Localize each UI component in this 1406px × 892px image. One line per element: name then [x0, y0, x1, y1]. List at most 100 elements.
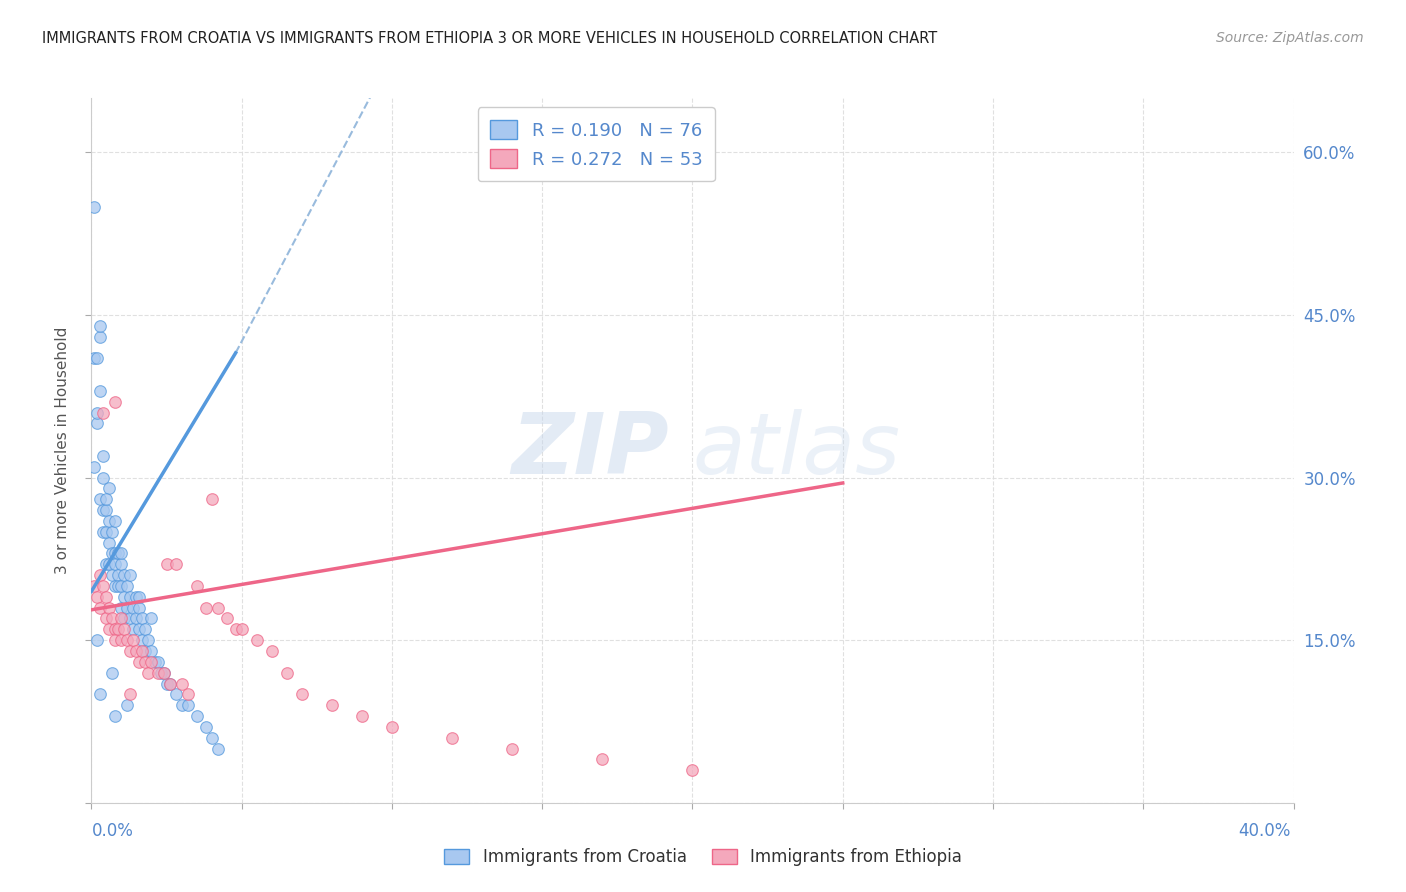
Point: [93, 579, 115, 593]
Point: [225, 623, 247, 637]
Point: [155, 676, 177, 690]
Point: [104, 709, 127, 723]
Point: [381, 720, 404, 734]
Point: [159, 676, 181, 690]
Point: [86, 590, 108, 604]
Point: [107, 568, 129, 582]
Point: [89, 329, 111, 343]
Point: [104, 558, 127, 572]
Point: [120, 611, 142, 625]
Point: [138, 665, 160, 680]
Point: [86, 417, 108, 431]
Point: [86, 633, 108, 648]
Point: [83, 200, 105, 214]
Point: [98, 623, 121, 637]
Point: [350, 709, 373, 723]
Point: [93, 405, 115, 419]
Point: [114, 568, 136, 582]
Point: [159, 676, 181, 690]
Point: [104, 623, 127, 637]
Point: [104, 546, 127, 560]
Point: [89, 318, 111, 333]
Point: [83, 579, 105, 593]
Point: [141, 655, 163, 669]
Point: [231, 623, 253, 637]
Point: [152, 665, 174, 680]
Point: [101, 524, 124, 539]
Point: [440, 731, 463, 745]
Point: [114, 590, 136, 604]
Point: [141, 644, 163, 658]
Legend: Immigrants from Croatia, Immigrants from Ethiopia: Immigrants from Croatia, Immigrants from…: [437, 842, 969, 873]
Point: [176, 698, 198, 713]
Point: [110, 558, 132, 572]
Point: [89, 492, 111, 507]
Y-axis label: 3 or more Vehicles in Household: 3 or more Vehicles in Household: [55, 326, 70, 574]
Point: [201, 492, 224, 507]
Point: [117, 600, 139, 615]
Point: [104, 633, 127, 648]
Point: [110, 579, 132, 593]
Point: [101, 546, 124, 560]
Point: [96, 611, 118, 625]
Point: [186, 709, 208, 723]
Point: [131, 633, 153, 648]
Point: [131, 611, 153, 625]
Point: [152, 665, 174, 680]
Point: [86, 351, 108, 366]
Point: [246, 633, 269, 648]
Point: [96, 590, 118, 604]
Point: [89, 687, 111, 701]
Point: [176, 687, 198, 701]
Point: [170, 676, 193, 690]
Text: 0.0%: 0.0%: [91, 822, 134, 840]
Point: [149, 665, 172, 680]
Point: [98, 600, 121, 615]
Point: [125, 644, 148, 658]
Point: [128, 655, 150, 669]
Point: [291, 687, 314, 701]
Point: [125, 611, 148, 625]
Point: [122, 623, 145, 637]
Point: [104, 514, 127, 528]
Point: [128, 590, 150, 604]
Point: [98, 558, 121, 572]
Point: [98, 514, 121, 528]
Point: [165, 558, 187, 572]
Point: [165, 687, 187, 701]
Point: [117, 579, 139, 593]
Point: [89, 568, 111, 582]
Point: [215, 611, 238, 625]
Point: [141, 611, 163, 625]
Point: [276, 665, 298, 680]
Point: [96, 503, 118, 517]
Point: [96, 524, 118, 539]
Point: [122, 600, 145, 615]
Legend: R = 0.190   N = 76, R = 0.272   N = 53: R = 0.190 N = 76, R = 0.272 N = 53: [478, 107, 716, 181]
Point: [134, 644, 156, 658]
Point: [107, 546, 129, 560]
Point: [120, 568, 142, 582]
Point: [110, 633, 132, 648]
Point: [98, 535, 121, 549]
Point: [104, 579, 127, 593]
Text: ZIP: ZIP: [510, 409, 668, 492]
Point: [591, 752, 613, 766]
Point: [96, 492, 118, 507]
Point: [114, 623, 136, 637]
Point: [93, 449, 115, 463]
Point: [101, 665, 124, 680]
Point: [170, 698, 193, 713]
Point: [186, 579, 208, 593]
Point: [122, 633, 145, 648]
Text: 40.0%: 40.0%: [1239, 822, 1291, 840]
Point: [107, 623, 129, 637]
Point: [120, 644, 142, 658]
Point: [86, 405, 108, 419]
Point: [207, 741, 229, 756]
Point: [146, 665, 169, 680]
Point: [194, 720, 217, 734]
Point: [134, 655, 156, 669]
Point: [104, 394, 127, 409]
Point: [83, 459, 105, 474]
